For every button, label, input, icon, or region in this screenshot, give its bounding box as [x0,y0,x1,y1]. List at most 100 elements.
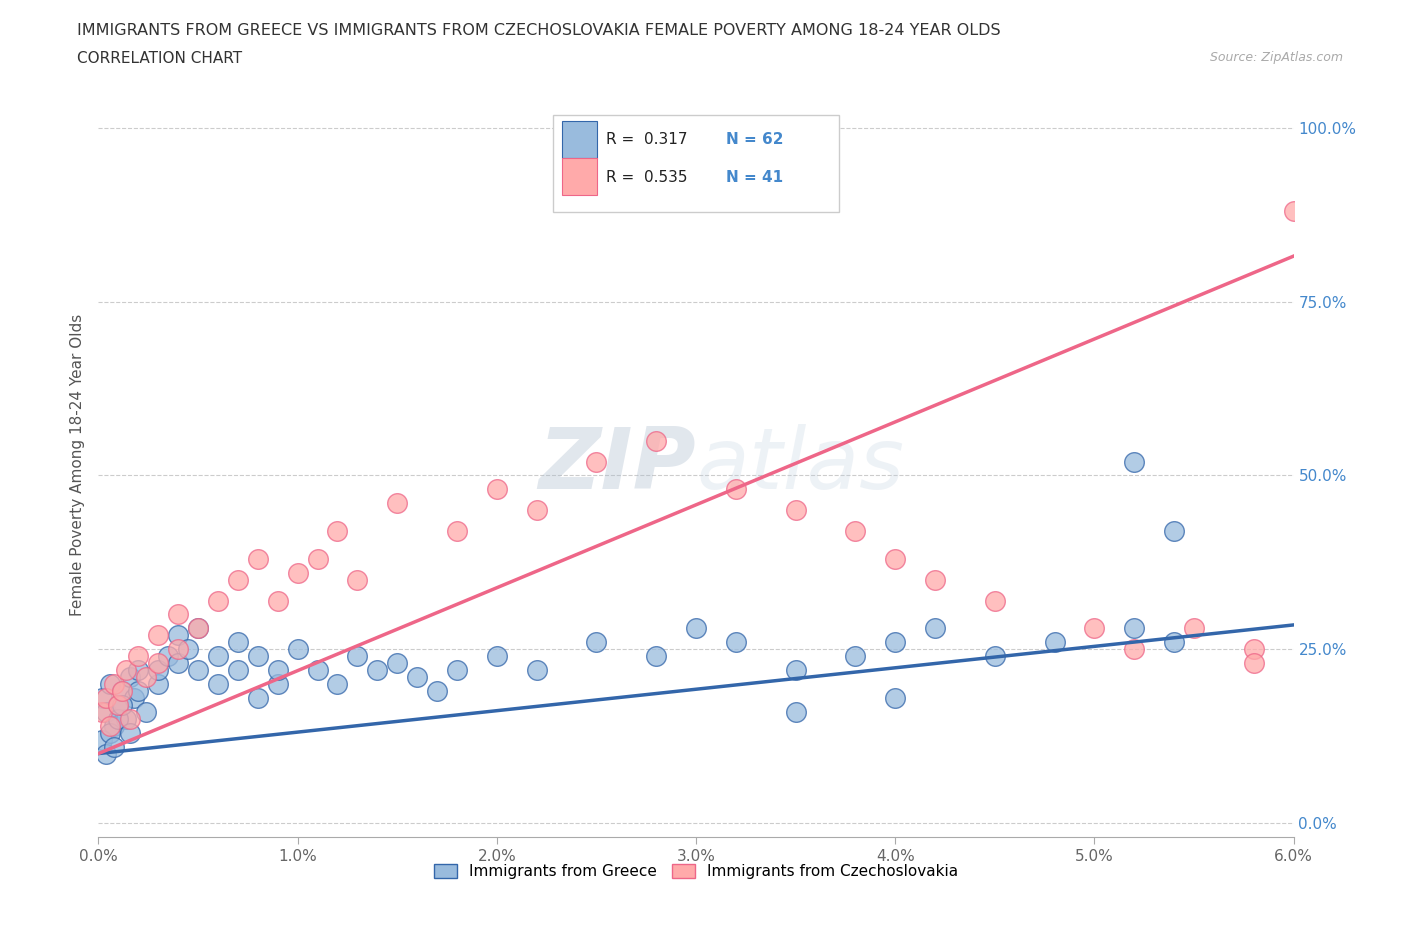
Point [207,593,229,608]
Point [127,684,149,698]
Point [148,628,170,643]
Point [246,690,269,705]
Point [187,621,209,636]
Point [135,670,157,684]
Point [167,642,190,657]
Point [103,718,125,733]
FancyBboxPatch shape [562,158,596,195]
Point [148,663,170,678]
Point [645,433,668,448]
Point [111,698,134,712]
Point [226,635,249,650]
Point [307,663,329,678]
Point [1182,621,1205,636]
Point [1043,635,1066,650]
Point [107,698,129,712]
Text: N = 62: N = 62 [725,132,783,147]
Point [1163,635,1185,650]
Point [1123,454,1146,469]
Point [115,663,138,678]
FancyBboxPatch shape [553,115,839,212]
Y-axis label: Female Poverty Among 18-24 Year Olds: Female Poverty Among 18-24 Year Olds [69,314,84,617]
Point [585,454,607,469]
Point [1243,642,1265,657]
Text: IMMIGRANTS FROM GREECE VS IMMIGRANTS FROM CZECHOSLOVAKIA FEMALE POVERTY AMONG 18: IMMIGRANTS FROM GREECE VS IMMIGRANTS FRO… [77,23,1001,38]
Point [346,572,368,587]
Point [111,684,134,698]
Point [167,656,190,671]
Point [346,649,368,664]
Point [120,670,142,684]
Text: R =  0.317: R = 0.317 [606,132,688,147]
Point [267,593,290,608]
Point [246,551,269,566]
Point [124,690,146,705]
Point [96,690,118,705]
Text: atlas: atlas [696,423,904,507]
Point [246,649,269,664]
Point [107,711,129,726]
Point [187,663,209,678]
Point [685,621,707,636]
Point [485,649,508,664]
FancyBboxPatch shape [562,121,596,158]
Point [135,704,157,719]
Point [98,725,122,740]
Point [167,628,190,643]
Point [103,739,125,754]
Point [103,677,125,692]
Text: CORRELATION CHART: CORRELATION CHART [77,51,242,66]
Point [148,677,170,692]
Point [187,621,209,636]
Point [526,663,548,678]
Text: N = 41: N = 41 [725,169,783,184]
Point [148,656,170,671]
Point [485,482,508,497]
Point [1163,524,1185,538]
Point [645,649,668,664]
Point [785,503,807,518]
Point [120,725,142,740]
Point [157,649,180,664]
Point [844,649,866,664]
Point [884,690,907,705]
Point [1282,204,1305,219]
Text: ZIP: ZIP [538,423,696,507]
Point [724,635,747,650]
Point [98,718,122,733]
Point [446,524,468,538]
Point [127,663,149,678]
Point [307,551,329,566]
Point [984,649,1007,664]
Point [385,656,409,671]
Point [115,711,138,726]
Point [91,732,114,747]
Legend: Immigrants from Greece, Immigrants from Czechoslovakia: Immigrants from Greece, Immigrants from … [427,857,965,885]
Point [884,551,907,566]
Point [287,565,309,580]
Point [91,690,114,705]
Point [267,677,290,692]
Point [120,711,142,726]
Point [287,642,309,657]
Point [984,593,1007,608]
Point [267,663,290,678]
Point [177,642,200,657]
Point [1123,642,1146,657]
Point [724,482,747,497]
Point [884,635,907,650]
Point [96,746,118,761]
Point [96,704,118,719]
Point [366,663,388,678]
Point [585,635,607,650]
Point [91,704,114,719]
Point [426,684,449,698]
Point [844,524,866,538]
Point [127,649,149,664]
Point [385,496,409,511]
Point [207,649,229,664]
Text: R =  0.535: R = 0.535 [606,169,688,184]
Point [526,503,548,518]
Point [1243,656,1265,671]
Point [406,670,429,684]
